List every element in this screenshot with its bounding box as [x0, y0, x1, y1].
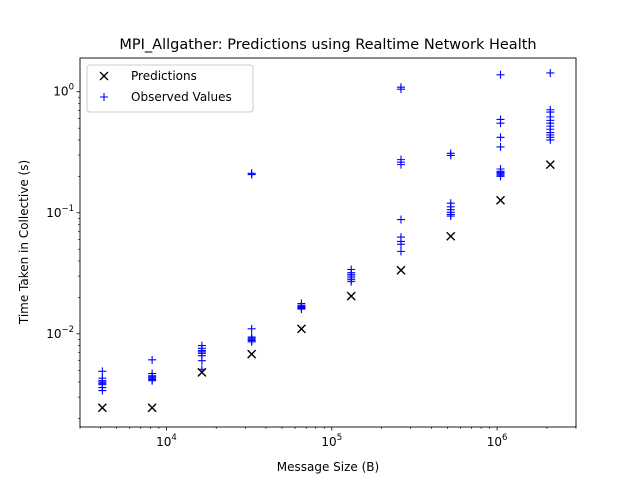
observed-point — [496, 133, 505, 142]
legend-label: Observed Values — [131, 90, 232, 104]
x-tick-label: 104 — [156, 433, 177, 449]
x-axis-label: Message Size (B) — [277, 460, 379, 474]
observed-point — [148, 376, 157, 385]
prediction-point — [446, 231, 456, 241]
y-axis-label: Time Taken in Collective (s) — [17, 160, 31, 325]
observed-point — [546, 135, 555, 144]
legend-cross-marker — [99, 71, 109, 81]
x-tick-label: 105 — [321, 433, 342, 449]
series-observed-values — [98, 68, 555, 395]
observed-point — [446, 212, 455, 221]
plot-frame — [79, 57, 577, 428]
y-tick-label: 10−1 — [46, 204, 74, 220]
y-tick-label: 10−2 — [46, 325, 74, 341]
observed-point — [546, 68, 555, 77]
observed-point — [247, 337, 256, 346]
prediction-point — [545, 160, 555, 170]
observed-point — [197, 356, 206, 365]
plot-marks — [97, 68, 555, 413]
observed-point — [347, 277, 356, 286]
prediction-point — [197, 367, 207, 377]
prediction-point — [247, 349, 257, 359]
legend-box — [86, 64, 254, 113]
observed-point — [496, 70, 505, 79]
prediction-point — [496, 195, 506, 205]
observed-point — [446, 151, 455, 160]
y-tick-label: 100 — [53, 83, 74, 99]
observed-point — [496, 172, 505, 181]
prediction-point — [396, 265, 406, 275]
legend-label: Predictions — [131, 69, 197, 83]
legend-plus-marker — [100, 93, 108, 101]
x-tick-label: 106 — [487, 433, 508, 449]
observed-point — [496, 142, 505, 151]
observed-point — [396, 247, 405, 256]
observed-point — [98, 386, 107, 395]
observed-point — [396, 240, 405, 249]
prediction-point — [346, 291, 356, 301]
observed-point — [247, 170, 256, 179]
observed-point — [148, 355, 157, 364]
prediction-point — [97, 403, 107, 413]
observed-point — [98, 367, 107, 376]
observed-point — [247, 324, 256, 333]
observed-point — [496, 119, 505, 128]
prediction-point — [147, 403, 157, 413]
observed-point — [396, 215, 405, 224]
legend: Predictions Observed Values — [86, 64, 254, 113]
prediction-point — [296, 324, 306, 334]
observed-point — [396, 160, 405, 169]
observed-point — [396, 85, 405, 94]
series-predictions — [97, 160, 555, 413]
chart-title: MPI_Allgather: Predictions using Realtim… — [119, 37, 536, 53]
observed-point — [297, 305, 306, 314]
y-axis-ticks: 10−2 10−1 100 — [46, 83, 80, 419]
x-axis-ticks: 104 105 106 — [79, 427, 577, 449]
